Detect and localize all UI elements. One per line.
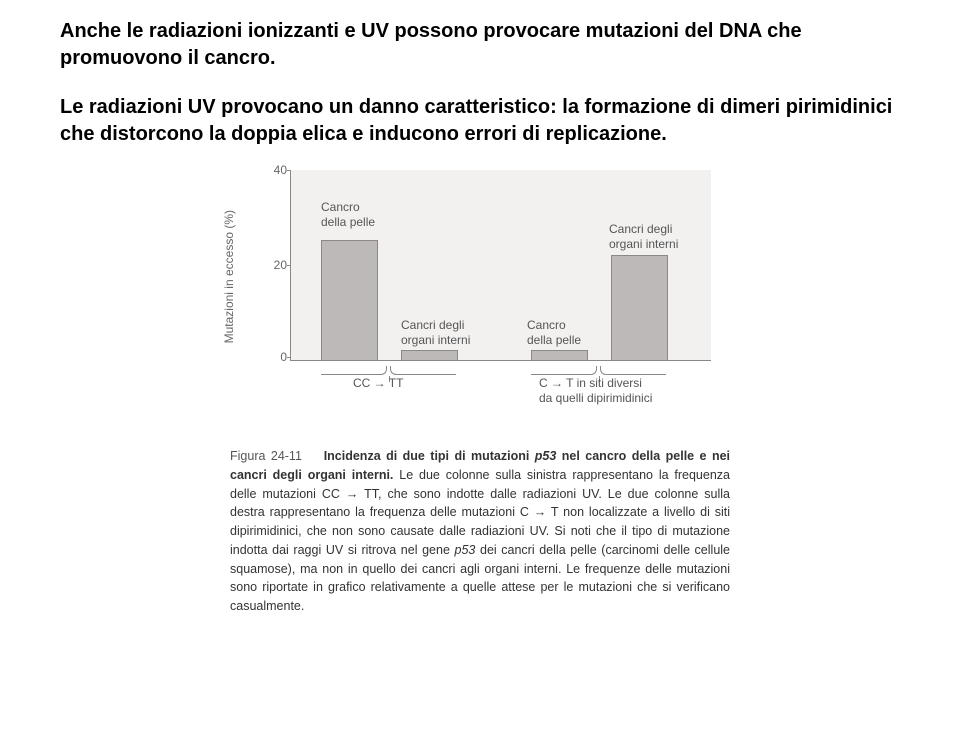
bar-label-skin-cancer-left: Cancro della pelle	[321, 200, 375, 230]
bar-label-internal-right: Cancri degli organi interni	[609, 222, 678, 252]
category-label-c-t: C → T in siti diversi da quelli dipirimi…	[539, 376, 652, 406]
bar-3	[611, 255, 668, 361]
figure-caption: Figura 24-11 Incidenza di due tipi di mu…	[230, 447, 730, 616]
y-tick-0: 0	[261, 350, 287, 364]
text: della pelle	[321, 215, 375, 229]
figure: Mutazioni in eccesso (%) 40 20 0 Cancro …	[230, 170, 730, 616]
bar-label-skin-cancer-right: Cancro della pelle	[527, 318, 581, 348]
text: organi interni	[609, 237, 678, 251]
brace-left-group	[321, 362, 456, 376]
bar-label-internal-left: Cancri degli organi interni	[401, 318, 470, 348]
text: della pelle	[527, 333, 581, 347]
text: CC → TT	[353, 376, 403, 390]
plot-area: 40 20 0 Cancro della pelle Cancri degli …	[290, 170, 711, 361]
page: Anche le radiazioni ionizzanti e UV poss…	[0, 0, 960, 729]
bar-1	[401, 350, 458, 361]
bar-2	[531, 350, 588, 361]
text: Cancro	[321, 200, 360, 214]
text: organi interni	[401, 333, 470, 347]
text: Cancri degli	[609, 222, 672, 236]
category-label-cc-tt: CC → TT	[353, 376, 403, 391]
text: Anche le radiazioni ionizzanti e UV poss…	[60, 20, 802, 42]
text: Cancro	[527, 318, 566, 332]
intro-paragraph-2: Le radiazioni UV provocano un danno cara…	[60, 94, 900, 148]
y-axis-label: Mutazioni in eccesso (%)	[222, 210, 236, 343]
text: Le radiazioni UV provocano un danno cara…	[60, 96, 786, 118]
bar-chart: Mutazioni in eccesso (%) 40 20 0 Cancro …	[230, 170, 730, 421]
intro-paragraph-1: Anche le radiazioni ionizzanti e UV poss…	[60, 18, 900, 72]
bar-0	[321, 240, 378, 360]
y-tick-20: 20	[261, 258, 287, 272]
brace-right-group	[531, 362, 666, 376]
text: Incidenza di due tipi di mutazioni	[324, 449, 535, 463]
text: C → T in siti diversi	[539, 376, 642, 390]
y-tick-40: 40	[261, 163, 287, 177]
gene-symbol: p53	[455, 543, 476, 557]
text: promuovono il cancro.	[60, 47, 276, 69]
gene-symbol: p53	[535, 449, 557, 463]
text: da quelli dipirimidinici	[539, 391, 652, 405]
text: Cancri degli	[401, 318, 464, 332]
figure-number: Figura 24-11	[230, 449, 302, 463]
